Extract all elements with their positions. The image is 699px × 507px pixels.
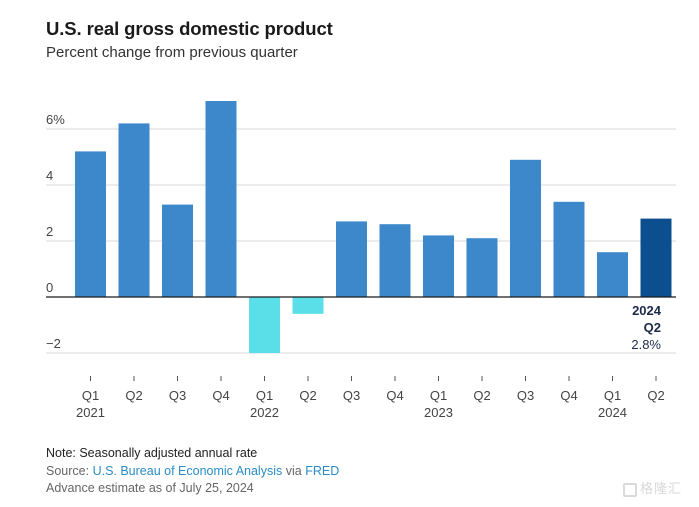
chart-subtitle: Percent change from previous quarter bbox=[46, 44, 298, 61]
x-tick-quarter-label: Q4 bbox=[212, 388, 229, 403]
x-tick-quarter-label: Q3 bbox=[169, 388, 186, 403]
advance-estimate-note: Advance estimate as of July 25, 2024 bbox=[46, 481, 254, 495]
x-tick-quarter-label: Q1 bbox=[604, 388, 621, 403]
bar-q4-2023 bbox=[553, 201, 585, 297]
x-tick-quarter-label: Q4 bbox=[386, 388, 403, 403]
x-tick-quarter-label: Q3 bbox=[517, 388, 534, 403]
watermark-logo-icon bbox=[623, 482, 637, 497]
highlight-annotation: 2024 Q2 2.8% bbox=[631, 303, 661, 352]
y-tick-label: 4 bbox=[46, 168, 53, 183]
y-tick-label: 2 bbox=[46, 224, 53, 239]
source-prefix: Source: bbox=[46, 464, 93, 478]
bar-q2-2022 bbox=[292, 297, 324, 314]
bar-q3-2022 bbox=[336, 221, 367, 297]
bar-q4-2022 bbox=[379, 224, 411, 297]
bar-chart: −2 0 2 4 6% Q1 2021 Q2 Q3 Q4 Q1 2022 Q2 Q3 Q4 Q1 2023 Q2… bbox=[46, 101, 676, 420]
x-tick-quarter-label: Q2 bbox=[125, 388, 142, 403]
x-tick-quarter-label: Q4 bbox=[560, 388, 577, 403]
x-tick-quarter-label: Q2 bbox=[647, 388, 664, 403]
x-tick-quarter-label: Q2 bbox=[299, 388, 316, 403]
x-tick-year-label: 2022 bbox=[250, 405, 279, 420]
source-link-fred[interactable]: FRED bbox=[305, 464, 340, 478]
annotation-year: 2024 bbox=[632, 303, 662, 318]
gridlines: −2 0 2 4 6% bbox=[46, 112, 676, 354]
x-tick-year-label: 2021 bbox=[76, 405, 105, 420]
annotation-value: 2.8% bbox=[631, 337, 661, 352]
y-tick-label: 0 bbox=[46, 280, 53, 295]
y-tick-label: 6% bbox=[46, 112, 65, 127]
x-tick-quarter-label: Q1 bbox=[430, 388, 447, 403]
bar-q4-2021 bbox=[205, 101, 237, 297]
bar-q2-2024 bbox=[640, 218, 672, 297]
bars bbox=[75, 101, 672, 353]
watermark: 格隆汇 bbox=[623, 478, 682, 497]
bar-q1-2022 bbox=[249, 297, 280, 353]
bar-q3-2021 bbox=[162, 204, 193, 297]
x-tick-year-label: 2023 bbox=[424, 405, 453, 420]
source-via: via bbox=[282, 464, 306, 478]
bar-q1-2021 bbox=[75, 151, 106, 297]
annotation-quarter: Q2 bbox=[644, 320, 661, 335]
chart-title: U.S. real gross domestic product bbox=[46, 18, 333, 39]
y-tick-label: −2 bbox=[46, 336, 61, 351]
bar-q2-2023 bbox=[466, 238, 498, 297]
x-tick-quarter-label: Q2 bbox=[473, 388, 490, 403]
source-link-bea[interactable]: U.S. Bureau of Economic Analysis bbox=[92, 464, 283, 478]
bar-q1-2023 bbox=[423, 235, 454, 297]
x-tick-quarter-label: Q1 bbox=[82, 388, 99, 403]
x-tick-quarter-label: Q3 bbox=[343, 388, 360, 403]
bar-q1-2024 bbox=[597, 252, 628, 297]
x-tick-quarter-label: Q1 bbox=[256, 388, 273, 403]
x-axis: Q1 2021 Q2 Q3 Q4 Q1 2022 Q2 Q3 Q4 Q1 2023 Q2 Q3 Q4 Q1 20… bbox=[76, 376, 665, 420]
x-tick-year-label: 2024 bbox=[598, 405, 627, 420]
bar-q2-2021 bbox=[118, 123, 150, 298]
bar-q3-2023 bbox=[510, 159, 541, 297]
footnote: Note: Seasonally adjusted annual rate bbox=[46, 446, 258, 460]
watermark-text: 格隆汇 bbox=[640, 481, 683, 496]
source-line: Source: U.S. Bureau of Economic Analysis… bbox=[46, 464, 339, 478]
